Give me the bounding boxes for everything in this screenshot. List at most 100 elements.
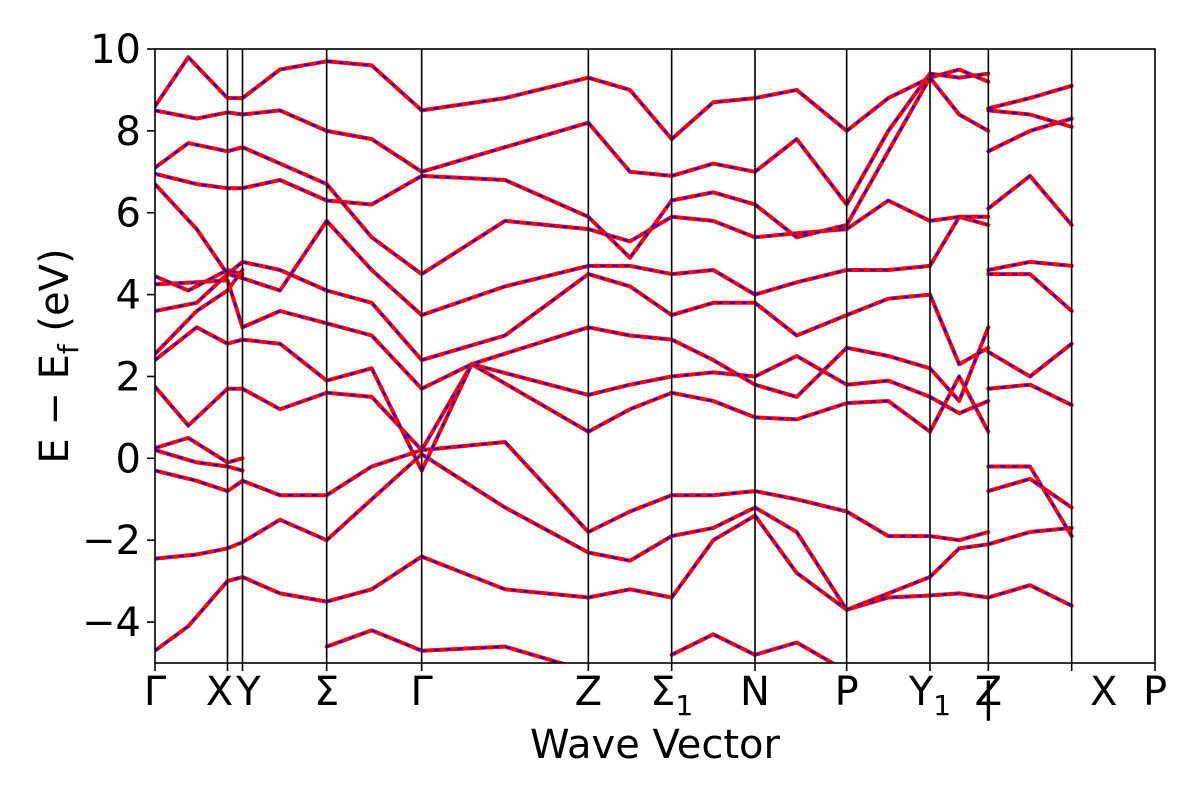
- band-line: [155, 108, 245, 121]
- x-tick-separator: |: [982, 675, 995, 721]
- band-line-dashed: [929, 592, 989, 599]
- band-line-dashed: [671, 215, 756, 239]
- band-line-dashed: [987, 342, 1073, 378]
- band-line: [155, 171, 245, 191]
- band-line-dashed: [421, 174, 589, 218]
- band-line-dashed: [987, 174, 1073, 226]
- band-line-dashed: [754, 354, 848, 386]
- band-line: [669, 513, 757, 600]
- x-axis-label: Wave Vector: [530, 722, 781, 768]
- band-line-dashed: [326, 629, 423, 652]
- x-tick-label: Σ1: [650, 669, 693, 722]
- band-line-dashed: [588, 273, 673, 316]
- y-axis-label-subscript: f: [52, 343, 85, 354]
- band-line-dashed: [588, 264, 672, 276]
- band-line-dashed: [155, 142, 243, 169]
- band-line: [669, 96, 757, 142]
- band-line-dashed: [326, 453, 423, 541]
- band-line-dashed: [754, 515, 848, 611]
- band-line-dashed: [845, 73, 931, 205]
- y-axis-label-unit: (eV): [32, 248, 78, 344]
- band-line-dashed: [671, 490, 756, 497]
- y-tick-label: 4: [116, 273, 141, 319]
- y-tick-label: −2: [82, 518, 141, 564]
- band-line-dashed: [421, 121, 589, 173]
- band-line: [928, 394, 991, 416]
- band-line-dashed: [421, 264, 589, 317]
- band-line-dashed: [420, 363, 589, 472]
- band-line-dashed: [929, 215, 989, 222]
- band-line-dashed: [588, 326, 672, 341]
- band-line-dashed: [155, 386, 243, 428]
- band-line-dashed: [155, 183, 243, 280]
- band-line-dashed: [929, 531, 989, 542]
- band-line-dashed: [155, 55, 243, 107]
- band-line-dashed: [242, 338, 328, 382]
- x-tick-label: Z: [575, 669, 602, 715]
- x-tick-label: Y1: [908, 669, 951, 722]
- band-line-dashed: [326, 367, 423, 472]
- band-line-dashed: [242, 220, 328, 292]
- band-line-dashed: [155, 269, 244, 355]
- band-line-dashed: [754, 490, 847, 513]
- band-line-dashed: [929, 72, 989, 79]
- band-line-dashed: [988, 383, 1073, 406]
- band-line-dashed: [988, 273, 1073, 312]
- band-line-dashed: [988, 465, 1073, 537]
- band-line-dashed: [671, 191, 756, 206]
- band-line-dashed: [421, 219, 589, 275]
- band-line-dashed: [588, 588, 672, 599]
- band-line-dashed: [671, 301, 755, 317]
- y-tick-label: 2: [116, 354, 141, 400]
- band-line-dashed: [929, 77, 989, 132]
- band-line-dashed: [929, 294, 989, 366]
- band-line-dashed: [754, 641, 835, 663]
- band-line-dashed: [155, 261, 244, 312]
- high-symmetry-lines: [226, 49, 1073, 663]
- band-line-dashed: [242, 178, 328, 202]
- y-axis-label-main: E − E: [32, 354, 78, 464]
- band-line-dashed: [929, 374, 990, 433]
- band-line-dashed: [929, 543, 989, 578]
- band-line-dashed: [325, 183, 423, 275]
- band-line-dashed: [988, 477, 1073, 509]
- band-line-dashed: [242, 146, 328, 186]
- band-line-dashed: [754, 347, 848, 399]
- band-line-dashed: [846, 293, 931, 317]
- x-tick-label: Σ: [314, 669, 339, 715]
- band-line: [155, 448, 245, 473]
- band-line-dashed: [587, 494, 673, 533]
- band-line-dashed: [988, 84, 1072, 110]
- band-line-dashed: [671, 268, 756, 296]
- band-line-dashed: [754, 137, 848, 206]
- band-line-dashed: [421, 273, 589, 362]
- band-line-dashed: [929, 68, 989, 83]
- y-axis-label: E − Ef (eV): [32, 248, 85, 463]
- band-line-dashed: [587, 122, 672, 177]
- band-line-dashed: [326, 555, 423, 603]
- band-line-dashed: [242, 109, 328, 132]
- band-line-dashed: [988, 260, 1072, 271]
- band-line-dashed: [421, 645, 565, 663]
- x-tick-label: Γ: [144, 669, 167, 715]
- band-lines: [155, 55, 1074, 663]
- y-tick-label: 6: [116, 191, 141, 237]
- band-line-dashed: [326, 60, 423, 112]
- band-line-dashed: [421, 440, 590, 533]
- x-tick-label: N: [740, 669, 770, 715]
- band-line-dashed: [155, 576, 243, 652]
- band-line-dashed: [155, 326, 243, 361]
- band-line-dashed: [988, 526, 1072, 546]
- y-tick-label: 10: [90, 27, 141, 73]
- band-line-dashed: [671, 162, 756, 177]
- band-line-dashed: [242, 387, 328, 411]
- x-tick-label: P: [1143, 669, 1167, 715]
- x-axis-ticks: Γ X Y Σ Γ Z Σ1 N P Y1 Z X P|: [144, 663, 1167, 722]
- band-line-dashed: [242, 309, 327, 329]
- band-line-dashed: [671, 633, 756, 656]
- band-line-dashed: [846, 379, 931, 398]
- band-line-dashed: [671, 338, 756, 386]
- band-line-dashed: [421, 555, 589, 599]
